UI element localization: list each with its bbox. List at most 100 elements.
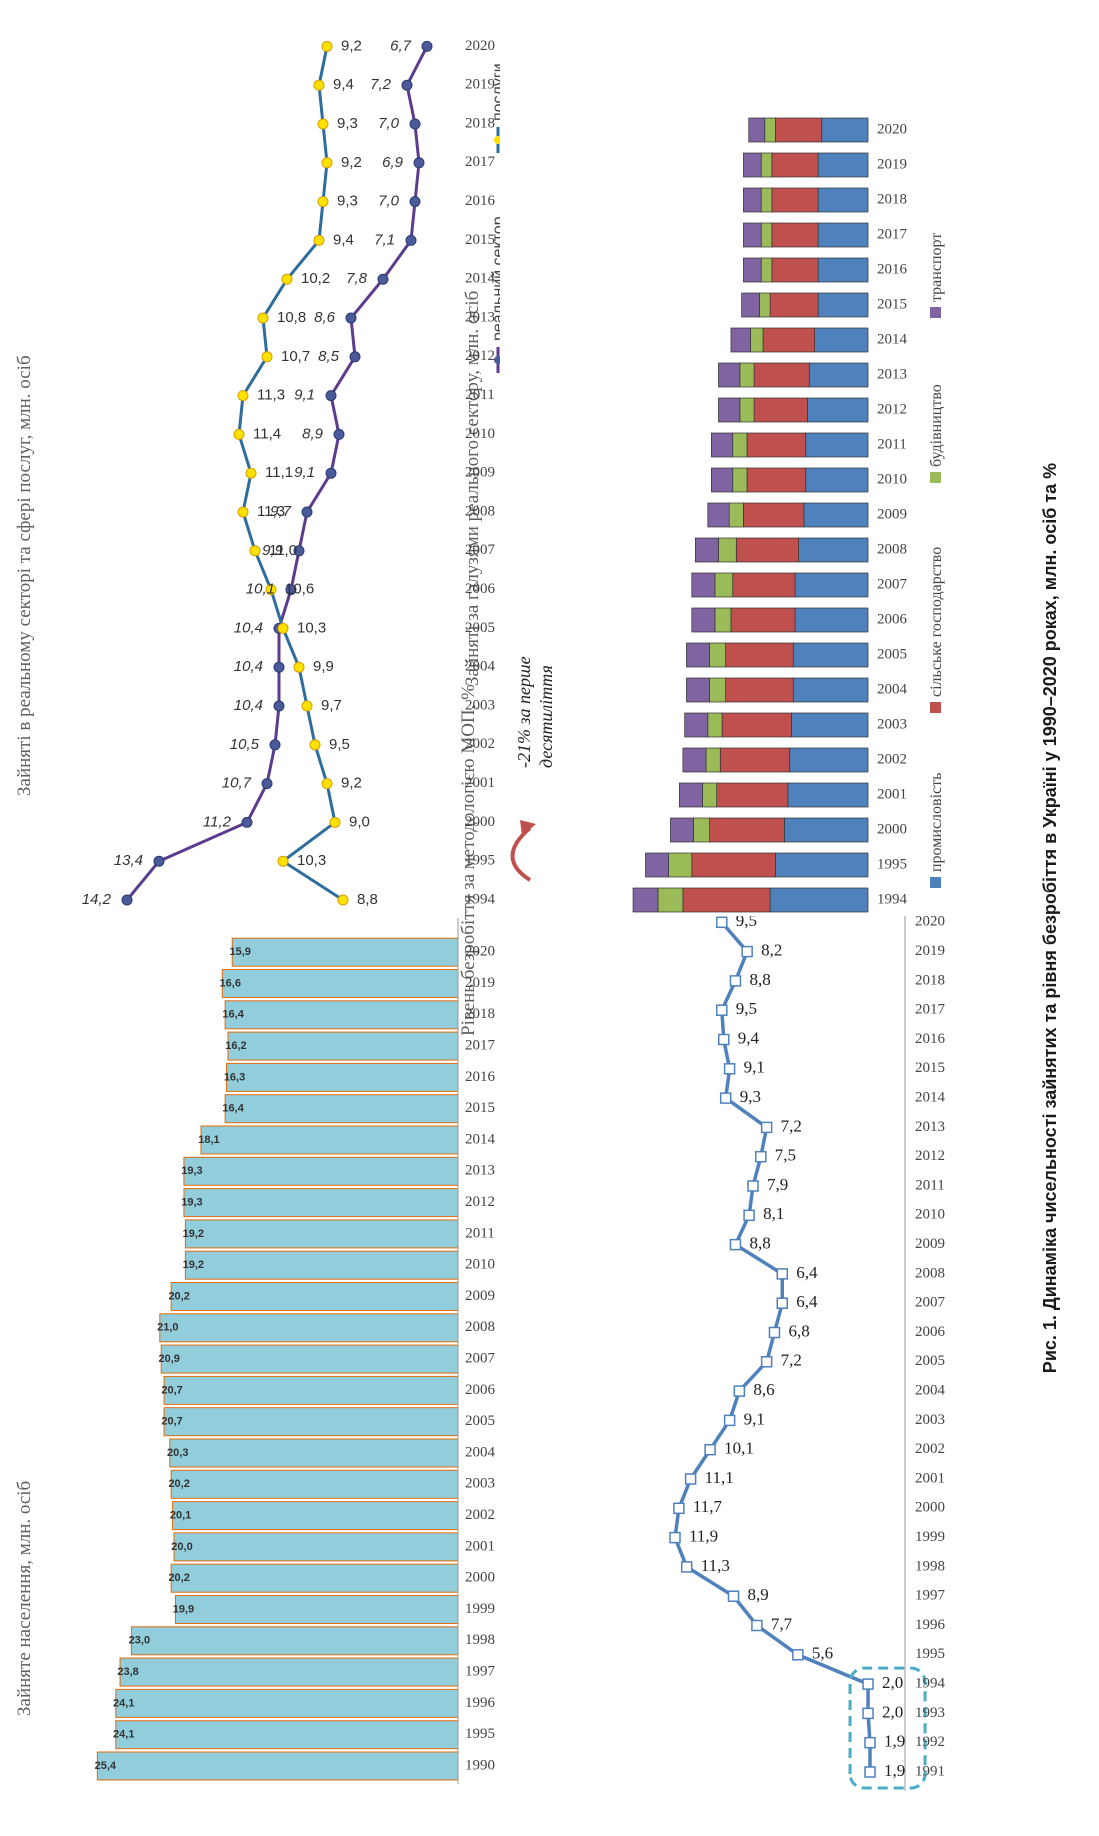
industry-bar-segment <box>807 397 869 423</box>
industry-bar-segment <box>775 117 823 143</box>
unemployment-year-tick: 1997 <box>915 1588 946 1604</box>
unemployment-point <box>723 1063 736 1075</box>
services-data-label: 9,2 <box>341 154 362 171</box>
industry-bar-segment <box>817 222 869 248</box>
employed-year-tick: 2003 <box>465 1476 495 1492</box>
services-data-label: 9,0 <box>349 813 370 830</box>
real-sector-point <box>349 351 361 363</box>
employed-data-label: 25,4 <box>95 1760 117 1772</box>
sector-legend-label: послуги <box>490 63 500 121</box>
industry-bar-segment <box>741 292 760 318</box>
industry-bar-segment <box>805 467 869 493</box>
sector-year-tick: 2001 <box>465 775 495 791</box>
unemployment-point <box>684 1473 697 1485</box>
unemployment-year-tick: 2016 <box>915 1031 946 1047</box>
industry-bar-segment <box>730 327 751 353</box>
unemployment-data-label: 5,6 <box>812 1644 833 1663</box>
unemployment-point <box>718 1033 730 1046</box>
employed-year-tick: 2009 <box>465 1288 495 1304</box>
services-data-label: 9,4 <box>333 76 354 93</box>
employed-data-label: 16,4 <box>222 1103 244 1115</box>
services-point <box>321 157 333 169</box>
unemployment-data-label: 11,1 <box>705 1468 734 1487</box>
unemployment-point <box>729 1238 742 1251</box>
sector-year-tick: 2015 <box>465 232 495 248</box>
employed-data-label: 20,0 <box>171 1541 192 1553</box>
unemployment-data-label: 7,7 <box>771 1614 793 1633</box>
services-point <box>317 196 329 208</box>
sector-year-tick: 2003 <box>465 697 495 713</box>
unemployment-data-label: 6,4 <box>796 1292 818 1311</box>
unemployment-point <box>680 1561 693 1573</box>
industry-bar-segment <box>789 747 869 773</box>
real-sector-data-label: 8,6 <box>314 309 336 326</box>
employed-year-tick: 1997 <box>465 1664 496 1680</box>
employed-bar <box>224 1094 459 1124</box>
real-sector-point <box>273 661 285 673</box>
industry-bar-segment <box>760 222 773 248</box>
employed-bar <box>226 1062 459 1092</box>
employed-bar <box>169 1438 459 1468</box>
services-point <box>321 40 333 52</box>
unemployment-year-tick: 2005 <box>915 1353 945 1369</box>
services-data-label: 8,8 <box>357 891 378 908</box>
sector-year-tick: 2006 <box>465 581 496 597</box>
unemployment-point <box>741 945 753 958</box>
services-point <box>257 312 269 324</box>
unemployment-data-label: 11,7 <box>693 1497 723 1516</box>
employed-bar <box>174 1595 459 1624</box>
sector-year-tick: 2010 <box>465 426 495 442</box>
employed-year-tick: 2019 <box>465 975 495 991</box>
unemployment-data-label: 2,0 <box>882 1673 903 1692</box>
unemployment-year-tick: 1994 <box>915 1676 946 1692</box>
employed-data-label: 16,4 <box>222 1009 244 1021</box>
employed-data-label: 16,6 <box>220 977 241 989</box>
unemployment-year-tick: 2010 <box>915 1207 945 1223</box>
real-sector-data-label: 11,2 <box>203 813 232 830</box>
sector-year-tick: 2018 <box>465 115 495 131</box>
unemployment-data-label: 2,0 <box>882 1702 903 1721</box>
industry-bar-segment <box>771 257 819 283</box>
services-data-label: 11,3 <box>257 503 285 520</box>
unemployment-data-label: 8,9 <box>748 1585 769 1604</box>
industry-bar-segment <box>735 537 799 563</box>
industry-year-tick: 2012 <box>877 401 907 417</box>
real-sector-point <box>405 234 417 246</box>
industry-bar-segment <box>743 222 762 248</box>
industry-bar-segment <box>771 152 819 178</box>
services-point <box>237 506 249 518</box>
industry-bar-segment <box>803 502 869 528</box>
employed-data-label: 16,3 <box>224 1071 245 1083</box>
employed-data-label: 20,9 <box>159 1353 180 1365</box>
unemployment-point <box>729 975 742 987</box>
services-point <box>313 234 325 246</box>
services-point <box>329 816 341 828</box>
industry-bar-segment <box>714 572 734 598</box>
sector-year-tick: 1995 <box>465 853 495 869</box>
sector-year-tick: 2004 <box>465 659 496 675</box>
unemployment-data-label: 6,4 <box>796 1263 818 1282</box>
real-sector-point <box>301 506 313 518</box>
unemployment-point <box>669 1531 681 1544</box>
industry-bar-segment <box>746 432 807 458</box>
employed-data-label: 19,2 <box>183 1259 204 1271</box>
services-point <box>249 545 261 557</box>
industry-bar-segment <box>746 467 807 493</box>
employed-year-tick: 2017 <box>465 1038 496 1054</box>
unemployment-year-tick: 2018 <box>915 972 945 988</box>
sector-legend-marker <box>494 136 500 144</box>
unemployment-data-label: 8,8 <box>749 1234 770 1253</box>
unemployment-line <box>673 921 872 1772</box>
unemployment-data-label: 7,5 <box>775 1146 796 1165</box>
industry-bar-segment <box>709 817 785 843</box>
sectors-chart-title: Зайняті в реальному секторі та сфері пос… <box>14 355 35 796</box>
services-data-label: 11,4 <box>253 425 281 442</box>
industry-bar-segment <box>760 257 773 283</box>
industry-bar-segment <box>711 432 734 458</box>
services-data-label: 10,3 <box>297 852 326 869</box>
unemployment-year-tick: 2003 <box>915 1412 945 1428</box>
industry-legend-label: сільське господарство <box>928 547 945 697</box>
real-sector-data-label: 7,2 <box>370 76 392 93</box>
unemployment-data-label: 1,9 <box>884 1761 905 1780</box>
sector-line-chart: 14,2 8,8 1994 13,4 10,3 1995 11,2 9,0 2000 10,7 9,… <box>82 37 500 908</box>
